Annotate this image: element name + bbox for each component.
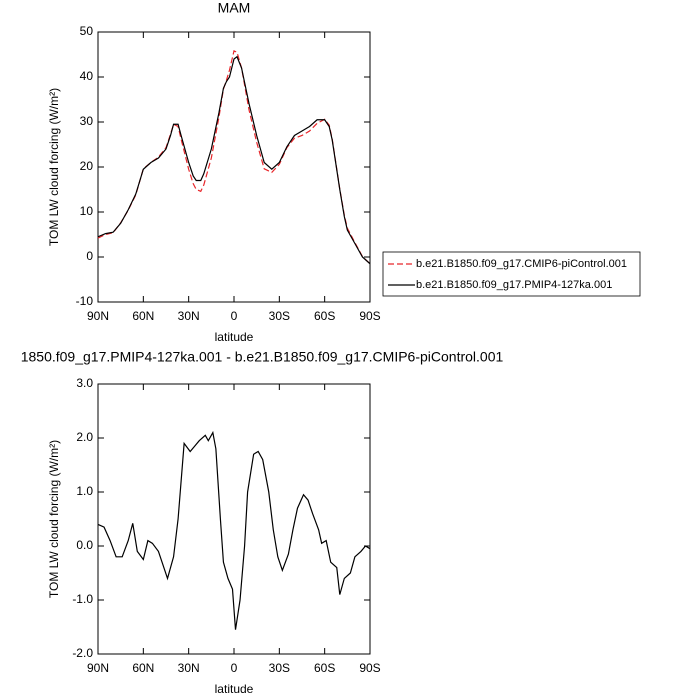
plot-frame	[97, 31, 371, 303]
y-axis-label: TOM LW cloud forcing (W/m²)	[47, 88, 61, 246]
data-line	[97, 430, 371, 630]
x-tick-label: 60N	[132, 309, 154, 323]
x-axis-label: latitude	[215, 682, 254, 696]
legend-label: b.e21.B1850.f09_g17.PMIP4-127ka.001	[416, 279, 612, 291]
x-tick-label: 0	[231, 661, 238, 675]
y-tick-label: 2.0	[76, 430, 93, 444]
y-tick-label: 0.0	[76, 538, 93, 552]
x-tick-label: 30S	[269, 309, 290, 323]
x-tick-label: 0	[231, 309, 238, 323]
y-tick-label: 0	[86, 249, 93, 263]
x-tick-label: 90N	[87, 309, 109, 323]
y-axis-label: TOM LW cloud forcing (W/m²)	[47, 440, 61, 598]
legend-label: b.e21.B1850.f09_g17.CMIP6-piControl.001	[416, 258, 627, 270]
x-tick-label: 30S	[269, 661, 290, 675]
chart-title: MAM	[218, 0, 251, 16]
chart-title: 1850.f09_g17.PMIP4-127ka.001 - b.e21.B18…	[21, 349, 504, 365]
legend-box	[382, 251, 641, 297]
x-tick-label: 90N	[87, 661, 109, 675]
data-line	[97, 50, 371, 265]
data-line	[97, 55, 371, 265]
x-axis-label: latitude	[215, 330, 254, 344]
x-tick-label: 60N	[132, 661, 154, 675]
x-tick-label: 60S	[314, 661, 335, 675]
x-tick-label: 30N	[178, 661, 200, 675]
x-tick-label: 90S	[359, 309, 380, 323]
y-tick-label: 3.0	[76, 376, 93, 390]
x-tick-label: 60S	[314, 309, 335, 323]
y-tick-label: 20	[80, 159, 94, 173]
y-tick-label: 50	[80, 24, 94, 38]
y-tick-label: 1.0	[76, 484, 93, 498]
y-tick-label: -1.0	[72, 592, 93, 606]
x-tick-label: 30N	[178, 309, 200, 323]
y-tick-label: 30	[80, 114, 94, 128]
y-tick-label: 40	[80, 69, 94, 83]
y-tick-label: -2.0	[72, 646, 93, 660]
y-tick-label: 10	[80, 204, 94, 218]
x-tick-label: 90S	[359, 661, 380, 675]
y-tick-label: -10	[76, 294, 94, 308]
